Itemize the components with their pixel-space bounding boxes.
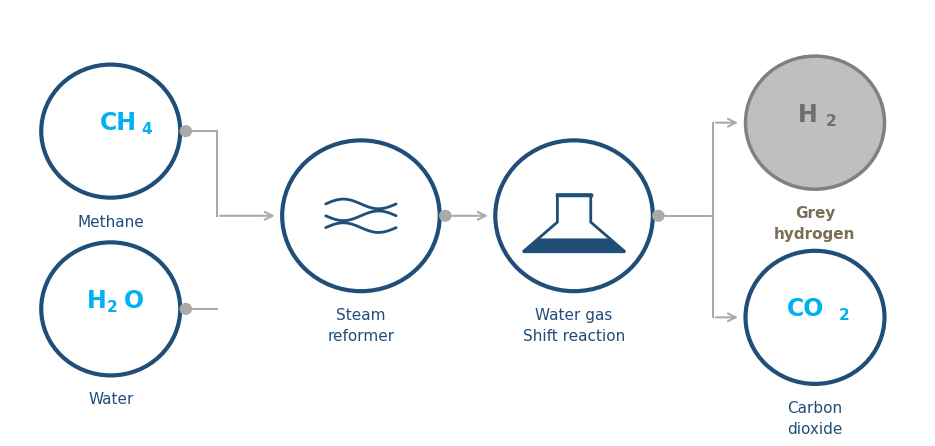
Text: 4: 4 [141,122,152,137]
Ellipse shape [496,140,653,291]
Text: Grey
hydrogen: Grey hydrogen [774,206,856,242]
Ellipse shape [41,65,180,198]
Text: 2: 2 [107,300,118,315]
Text: H: H [87,289,107,313]
Text: Methane: Methane [78,215,144,230]
Text: Water gas
Shift reaction: Water gas Shift reaction [523,308,626,344]
Ellipse shape [439,211,451,221]
Ellipse shape [745,251,885,384]
Ellipse shape [745,56,885,189]
Text: CH: CH [100,111,137,135]
Text: Steam
reformer: Steam reformer [327,308,395,344]
Text: H: H [798,103,818,127]
Ellipse shape [41,242,180,376]
Ellipse shape [282,140,439,291]
Ellipse shape [653,211,664,221]
Polygon shape [523,239,625,252]
Text: Water: Water [88,392,134,407]
Text: 2: 2 [839,308,850,323]
Text: 2: 2 [827,114,837,129]
Ellipse shape [180,126,192,136]
Text: Carbon
dioxide: Carbon dioxide [787,401,842,437]
Text: CO: CO [787,297,825,321]
Text: O: O [123,289,144,313]
Ellipse shape [180,304,192,314]
